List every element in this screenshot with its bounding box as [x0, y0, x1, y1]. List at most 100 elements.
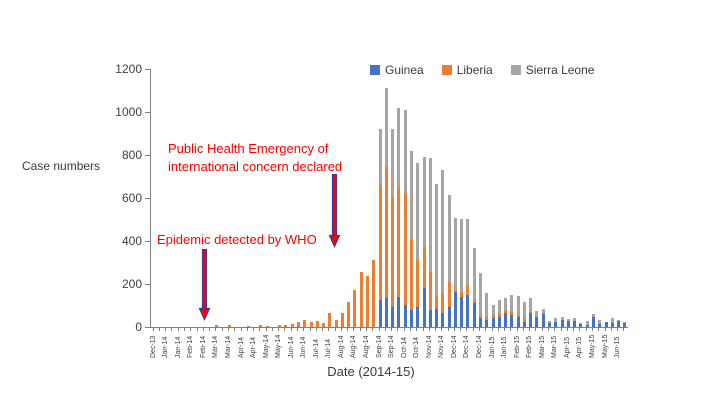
- bar-segment-liberia: [334, 319, 338, 327]
- y-tick-label: 1200: [115, 62, 142, 76]
- x-tick-label: Jun-15: [614, 336, 622, 358]
- y-tick-label: 800: [121, 148, 142, 162]
- x-tick-label: Mar-14: [224, 335, 232, 358]
- x-tick-label: Dec-14: [476, 335, 483, 358]
- bar-segment-liberia: [347, 301, 351, 327]
- x-tick-mark: [209, 328, 211, 331]
- x-tick-label: Jul-14: [312, 338, 320, 358]
- bar-segment-liberia: [315, 320, 319, 327]
- x-tick-mark: [340, 328, 342, 331]
- bar-segment-liberia: [384, 165, 388, 298]
- x-tick-mark: [196, 328, 198, 331]
- bar-segment-guinea: [422, 288, 426, 327]
- x-tick-mark: [497, 328, 499, 331]
- x-tick-label: Jan-14: [162, 336, 170, 358]
- x-tick-label: Oct-14: [413, 336, 421, 358]
- y-tick-mark: [145, 112, 150, 113]
- x-tick-mark: [378, 328, 380, 331]
- bar-segment-sierra-leone: [610, 317, 614, 324]
- x-tick-mark: [585, 328, 587, 331]
- bar-segment-sierra-leone: [573, 317, 577, 321]
- bar-segment-liberia: [378, 185, 382, 300]
- x-tick-mark: [366, 328, 368, 331]
- bar-segment-liberia: [296, 322, 300, 327]
- bar-segment-sierra-leone: [548, 320, 552, 323]
- y-tick-label: 200: [121, 277, 142, 291]
- x-tick-mark: [428, 328, 430, 331]
- bar-segment-guinea: [416, 306, 420, 327]
- bar-segment-sierra-leone: [391, 129, 395, 197]
- bar-segment-guinea: [491, 318, 495, 327]
- x-tick-mark: [529, 328, 531, 331]
- bar-segment-guinea: [428, 310, 432, 327]
- bar-segment-sierra-leone: [579, 323, 583, 325]
- bar-segment-sierra-leone: [504, 298, 508, 311]
- x-tick-mark: [416, 328, 418, 331]
- x-tick-label: May-15: [601, 334, 609, 358]
- y-tick-label: 0: [135, 320, 142, 334]
- x-tick-mark: [422, 328, 424, 331]
- bar-segment-sierra-leone: [491, 305, 495, 315]
- x-tick-mark: [334, 328, 336, 331]
- x-tick-mark: [623, 328, 625, 331]
- bar-segment-guinea: [479, 318, 482, 327]
- bar-segment-guinea: [617, 321, 621, 327]
- x-tick-mark: [190, 328, 192, 331]
- y-tick-mark: [145, 327, 150, 328]
- bar-segment-guinea: [554, 321, 558, 327]
- x-tick-label: Jun-14: [287, 336, 295, 358]
- bar-segment-liberia: [403, 193, 407, 306]
- bar-segment-liberia: [479, 314, 482, 319]
- bar-segment-sierra-leone: [460, 219, 464, 292]
- x-tick-label: Apr-15: [563, 336, 571, 358]
- bar-segment-sierra-leone: [485, 293, 489, 317]
- x-tick-mark: [234, 328, 236, 331]
- bar-segment-guinea: [497, 316, 501, 327]
- plot-area: [150, 69, 628, 328]
- bar-segment-guinea: [591, 316, 595, 327]
- annotation-pheic-line2: international concern declared: [168, 159, 343, 174]
- y-tick-mark: [145, 241, 150, 242]
- x-tick-mark: [591, 328, 593, 331]
- y-tick-label: 600: [121, 191, 142, 205]
- bar-segment-liberia: [428, 271, 432, 311]
- x-tick-label: Nov-14: [425, 335, 433, 358]
- bar-segment-liberia: [284, 324, 288, 327]
- x-tick-mark: [479, 328, 480, 331]
- bar-segment-sierra-leone: [497, 299, 501, 314]
- bar-segment-sierra-leone: [598, 319, 602, 324]
- x-tick-mark: [240, 328, 242, 331]
- x-tick-mark: [284, 328, 286, 331]
- bar-segment-sierra-leone: [403, 109, 407, 194]
- bar-segment-liberia: [491, 314, 495, 319]
- x-tick-label: Jul-14: [325, 338, 333, 358]
- x-tick-mark: [165, 328, 167, 331]
- x-tick-mark: [604, 328, 606, 331]
- x-tick-mark: [372, 328, 374, 331]
- bar-segment-liberia: [278, 325, 282, 327]
- bar-segment-liberia: [246, 325, 250, 327]
- legend-label: Guinea: [385, 63, 424, 77]
- annotation-pheic-line1: Public Health Emergency of: [168, 141, 329, 156]
- x-tick-mark: [485, 328, 487, 331]
- bar-segment-guinea: [447, 306, 451, 327]
- bar-segment-guinea: [403, 305, 407, 327]
- bar-segment-guinea: [391, 306, 395, 327]
- bar-segment-sierra-leone: [422, 157, 426, 247]
- x-tick-mark: [315, 328, 317, 331]
- bar-segment-liberia: [460, 291, 464, 297]
- x-tick-label: Jan-15: [501, 336, 509, 358]
- bar-segment-guinea: [535, 316, 539, 327]
- x-tick-label: Oct-14: [400, 336, 408, 358]
- bar-segment-guinea: [579, 324, 583, 327]
- x-tick-mark: [309, 328, 311, 331]
- bar-segment-liberia: [453, 289, 457, 292]
- bar-segment-liberia: [322, 322, 326, 327]
- x-tick-mark: [453, 328, 455, 331]
- x-tick-mark: [491, 328, 493, 331]
- x-tick-label: Mar-15: [551, 335, 559, 358]
- bar-segment-sierra-leone: [510, 294, 514, 312]
- legend-label: Liberia: [456, 63, 493, 77]
- bar-segment-guinea: [541, 313, 545, 327]
- bar-segment-sierra-leone: [378, 129, 382, 186]
